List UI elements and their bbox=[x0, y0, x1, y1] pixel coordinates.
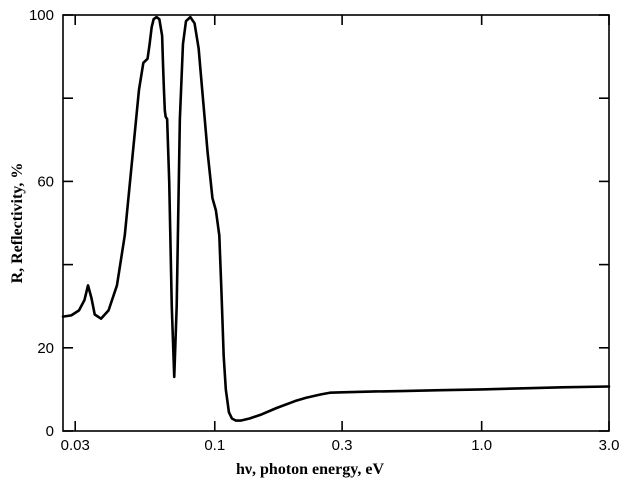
y-tick-label: 0 bbox=[46, 423, 54, 440]
reflectivity-curve bbox=[61, 15, 611, 422]
y-tick-label: 20 bbox=[37, 340, 54, 357]
x-tick-label: 1.0 bbox=[471, 437, 492, 454]
axis-ticks bbox=[63, 14, 610, 432]
tick-labels: 0.03 0.1 0.3 1.0 3.0 0 20 60 100 bbox=[29, 7, 619, 454]
y-tick-label: 60 bbox=[37, 173, 54, 190]
x-tick-label: 0.03 bbox=[61, 437, 90, 454]
x-tick-label: 3.0 bbox=[599, 437, 620, 454]
y-tick-label: 100 bbox=[29, 7, 54, 24]
y-axis-label: R, Reflectivity, % bbox=[9, 163, 26, 284]
x-axis-label: hν, photon energy, eV bbox=[236, 461, 384, 478]
x-tick-label: 0.1 bbox=[204, 437, 225, 454]
x-tick-label: 0.3 bbox=[332, 437, 353, 454]
plot-frame bbox=[62, 14, 610, 432]
